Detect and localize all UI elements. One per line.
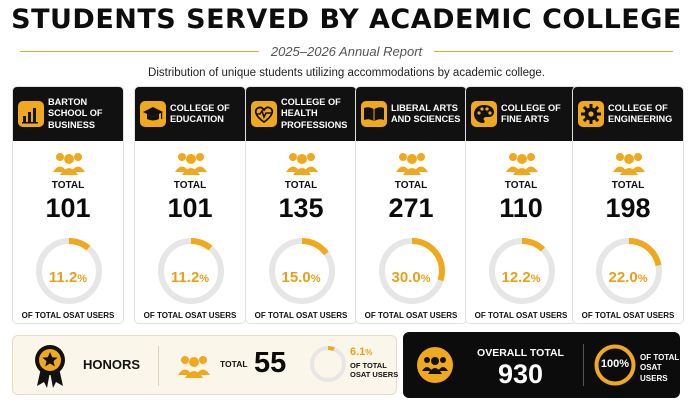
percent-ring [489, 238, 555, 304]
college-card-header: LIBERAL ARTS AND SCIENCES [356, 87, 466, 141]
divider [158, 346, 159, 386]
overall-total-panel: OVERALL TOTAL 930 100% OF TOTAL OSAT USE… [403, 332, 680, 398]
total-value: 110 [499, 193, 543, 223]
college-card-college-of-health-professions: COLLEGE OF HEALTH PROFESSIONS TOTAL 135 15.… [245, 86, 357, 324]
divider-line [434, 50, 673, 52]
percent-label: OF TOTAL OSAT USERS [21, 311, 115, 320]
total-value: 271 [388, 193, 434, 223]
college-card-header: COLLEGE OF EDUCATION [135, 87, 245, 141]
percent-arc [269, 238, 335, 304]
percent-value: 22.0% [608, 269, 648, 286]
description: Distribution of unique students utilizin… [148, 67, 545, 79]
college-card-liberal-arts-and-sciences: LIBERAL ARTS AND SCIENCES TOTAL 271 30.0% OF… [355, 86, 467, 324]
percent-arc [36, 238, 102, 304]
total-label: TOTAL [173, 180, 207, 191]
users-group-icon [613, 153, 645, 175]
percent-label: OF TOTAL OSAT USERS [143, 311, 237, 320]
honors-total-label: TOTAL [220, 359, 248, 369]
overall-total-label: OVERALL TOTAL [477, 347, 564, 359]
percent-value: 15.0% [281, 269, 321, 286]
users-group-icon [175, 153, 207, 175]
divider [583, 344, 584, 386]
divider-line [20, 50, 259, 52]
percent-ring [596, 238, 662, 304]
percent-value: 30.0% [391, 269, 431, 286]
total-value: 198 [605, 193, 651, 223]
bar-chart-icon [18, 101, 44, 127]
report-subtitle: 2025–2026 Annual Report [270, 43, 423, 59]
college-card-header: COLLEGE OF ENGINEERING [573, 87, 683, 141]
percent-arc [379, 238, 445, 304]
college-name: LIBERAL ARTS AND SCIENCES [391, 102, 461, 125]
heartbeat-icon [251, 101, 277, 127]
overall-total-value: 930 [497, 359, 544, 389]
percent-ring [379, 238, 445, 304]
total-label: TOTAL [51, 180, 85, 191]
college-card-header: COLLEGE OF HEALTH PROFESSIONS [246, 87, 356, 141]
palette-icon [471, 101, 497, 127]
users-group-icon [417, 347, 453, 383]
percent-ring [158, 238, 224, 304]
college-card-college-of-fine-arts: COLLEGE OF FINE ARTS TOTAL 110 12.2% OF TOTA… [465, 86, 577, 324]
open-book-icon [361, 101, 387, 127]
percent-ring [269, 238, 335, 304]
percent-value: 12.2% [501, 269, 541, 286]
percent-arc [158, 238, 224, 304]
page-title: STUDENTS SERVED BY ACADEMIC COLLEGE [11, 4, 682, 35]
honors-percent-label: OF TOTAL OSAT USERS [350, 361, 399, 380]
percent-ring [36, 238, 102, 304]
users-group-icon [506, 153, 538, 175]
college-card-college-of-engineering: COLLEGE OF ENGINEERING TOTAL 198 22.0% OF TO… [572, 86, 684, 324]
percent-label: OF TOTAL OSAT USERS [474, 311, 568, 320]
subtitle-row: 2025–2026 Annual Report [20, 42, 673, 60]
percent-value: 11.2% [170, 269, 210, 286]
honors-total-value: 55 [254, 347, 287, 379]
college-name: COLLEGE OF HEALTH PROFESSIONS [281, 96, 348, 130]
percent-label: OF TOTAL OSAT USERS [581, 311, 675, 320]
honors-percent-ring [310, 346, 346, 382]
percent-arc [596, 238, 662, 304]
percent-label: OF TOTAL OSAT USERS [364, 311, 458, 320]
college-name: COLLEGE OF EDUCATION [170, 102, 230, 125]
overall-percent-label: OF TOTAL OSAT USERS [640, 353, 680, 383]
total-label: TOTAL [284, 180, 318, 191]
total-value: 101 [45, 193, 91, 223]
college-card-header: COLLEGE OF FINE ARTS [466, 87, 576, 141]
percent-arc [489, 238, 555, 304]
honors-panel: HONORS TOTAL 55 6.1% OF TOTAL OSAT USERS [12, 335, 399, 395]
users-group-icon [53, 153, 85, 175]
total-label: TOTAL [394, 180, 428, 191]
users-group-icon [396, 153, 428, 175]
total-label: TOTAL [504, 180, 538, 191]
total-label: TOTAL [611, 180, 645, 191]
users-group-icon [286, 153, 318, 175]
percent-value: 11.2% [48, 269, 88, 286]
percent-label: OF TOTAL OSAT USERS [254, 311, 348, 320]
college-name: COLLEGE OF FINE ARTS [501, 102, 561, 125]
gear-icon [578, 101, 604, 127]
college-name: BARTON SCHOOL OF BUSINESS [48, 96, 103, 130]
overall-percent-ring [594, 344, 636, 386]
award-ribbon-icon [35, 345, 65, 388]
overall-percent-value: 100% [600, 358, 630, 370]
overall-percent-arc [594, 344, 636, 386]
college-card-college-of-education: COLLEGE OF EDUCATION TOTAL 101 11.2% OF TOTA… [134, 86, 246, 324]
college-card-header: BARTON SCHOOL OF BUSINESS [13, 87, 123, 141]
graduation-cap-icon [140, 101, 166, 127]
honors-percent-arc [310, 346, 346, 382]
honors-percent-value: 6.1% [350, 346, 373, 358]
honors-label: HONORS [83, 357, 141, 372]
total-value: 135 [278, 193, 324, 223]
total-value: 101 [167, 193, 213, 223]
college-name: COLLEGE OF ENGINEERING [608, 102, 673, 125]
users-group-icon [178, 356, 210, 378]
college-card-barton-school-of-business: BARTON SCHOOL OF BUSINESS TOTAL 101 11.2% OF… [12, 86, 124, 324]
